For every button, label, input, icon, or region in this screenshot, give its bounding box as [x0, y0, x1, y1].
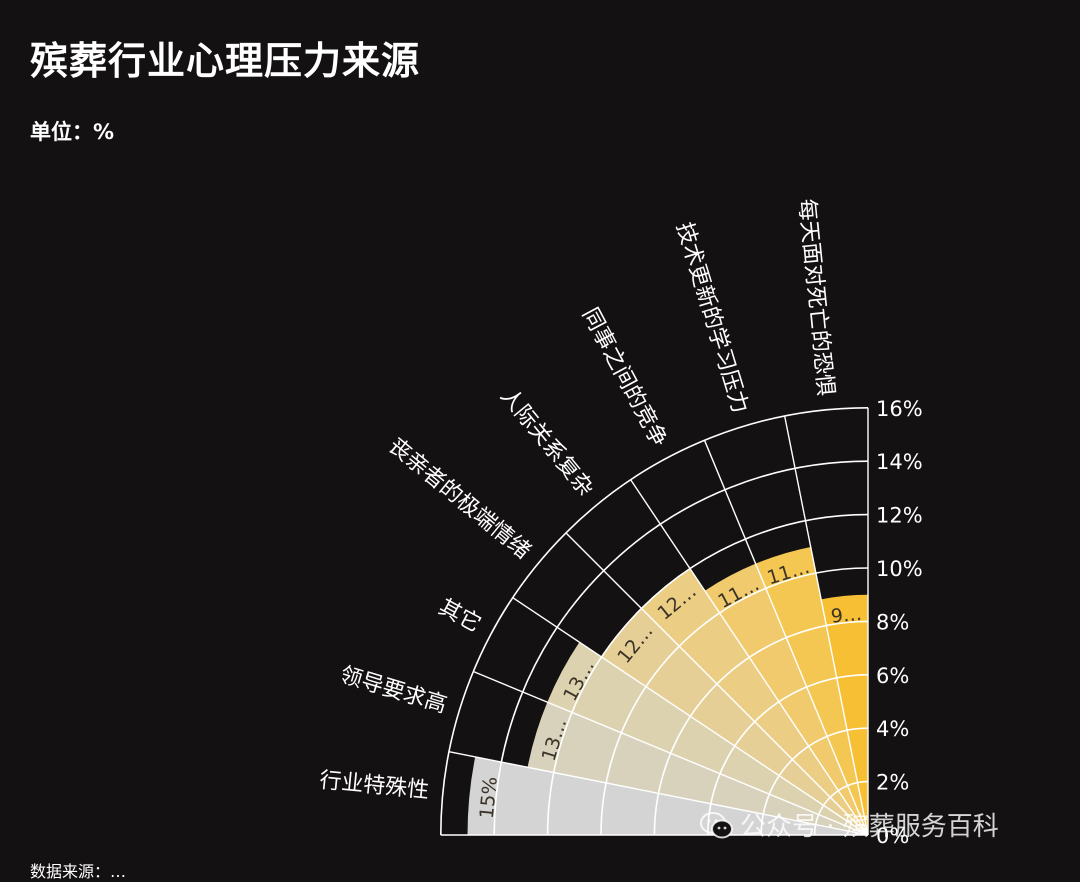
wechat-icon — [700, 812, 733, 839]
bar-3 — [547, 642, 868, 835]
tick-label: 16% — [876, 397, 923, 421]
bar-5 — [641, 568, 868, 835]
tick-label: 14% — [876, 450, 923, 474]
grid-spoke-6 — [703, 440, 869, 836]
category-label: 行业特殊性 — [318, 768, 430, 804]
grid-spoke-3 — [512, 597, 869, 836]
tick-label: 10% — [876, 557, 923, 581]
tick-label: 0% — [876, 824, 909, 848]
category-label: 技术更新的学习压力 — [671, 220, 752, 417]
tick-label: 4% — [876, 717, 909, 741]
category-label: 每天面对死亡的恐惧 — [793, 198, 837, 398]
watermark-text: 公众号 · 殡葬服务百科 — [740, 812, 999, 842]
value-label: 9… — [830, 603, 863, 628]
value-label: 15% — [476, 776, 502, 820]
category-label: 领导要求高 — [337, 663, 450, 719]
tick-label: 8% — [876, 610, 909, 634]
tick-label: 2% — [876, 771, 909, 795]
bar-4 — [601, 608, 868, 835]
grid-spoke-4 — [565, 532, 869, 836]
tick-label: 12% — [876, 504, 923, 528]
grid-spoke-7 — [783, 415, 869, 836]
category-label: 人际关系复杂 — [495, 384, 598, 502]
bar-2 — [527, 702, 868, 835]
category-label: 丧亲者的极端情绪 — [383, 433, 535, 564]
watermark: 公众号 · 殡葬服务百科 — [700, 806, 999, 843]
bar-7 — [755, 546, 868, 835]
source-footnote: 数据来源：… — [30, 862, 127, 881]
category-label: 其它 — [434, 595, 485, 638]
grid-spoke-2 — [473, 670, 869, 836]
grid-spoke-5 — [630, 479, 869, 836]
tick-label: 6% — [876, 664, 909, 688]
grid-spoke-1 — [448, 750, 869, 836]
unit-label: 单位：% — [30, 120, 115, 144]
bar-6 — [704, 563, 868, 835]
category-label: 同事之间的竞争 — [577, 304, 672, 452]
chart-title: 殡葬行业心理压力来源 — [30, 39, 421, 83]
